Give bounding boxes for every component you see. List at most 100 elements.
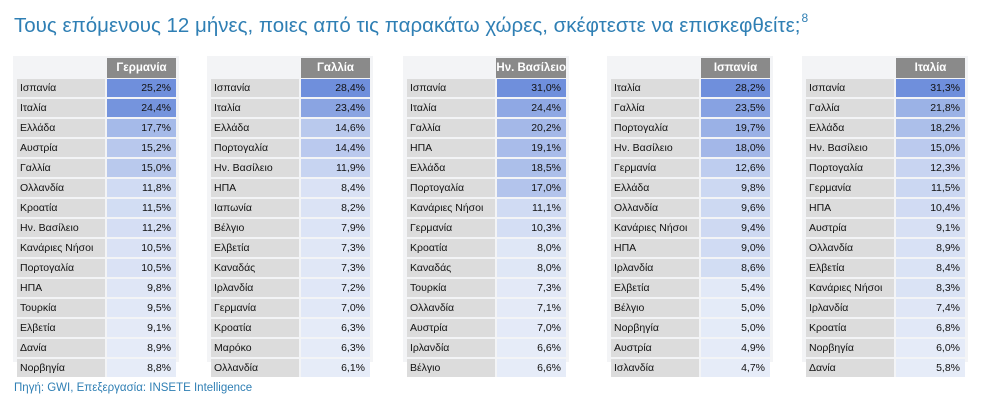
country-label: Πορτογαλία — [611, 119, 699, 137]
percentage-value: 7,1% — [495, 299, 566, 317]
table-row: Ισπανία 31,3% — [806, 78, 965, 97]
country-label: Δανία — [17, 339, 105, 357]
percentage-value: 11,9% — [299, 159, 370, 177]
country-label: Ην. Βασίλειο — [806, 139, 894, 157]
table-row: Βέλγιο 6,6% — [407, 357, 566, 377]
table-row: Ιρλανδία 7,4% — [806, 297, 965, 317]
percentage-value: 8,3% — [894, 279, 965, 297]
table-row: ΗΠΑ 10,4% — [806, 197, 965, 217]
table-row: Ελβετία 7,3% — [211, 237, 370, 257]
percentage-value: 7,0% — [299, 299, 370, 317]
percentage-value: 4,7% — [699, 359, 770, 377]
percentage-value: 5,0% — [699, 319, 770, 337]
origin-market-header: Γερμανία — [105, 58, 176, 78]
table-row: Ελβετία 8,4% — [806, 257, 965, 277]
table-header: Ισπανία — [611, 58, 770, 78]
table-row: Αυστρία 9,1% — [806, 217, 965, 237]
percentage-value: 17,7% — [105, 119, 176, 137]
percentage-value: 24,4% — [495, 99, 566, 117]
percentage-value: 5,0% — [699, 299, 770, 317]
origin-market-header: Ιταλία — [894, 58, 965, 78]
table-row: Ην. Βασίλειο 11,2% — [17, 217, 176, 237]
country-label: Αυστρία — [611, 339, 699, 357]
percentage-value: 10,5% — [105, 239, 176, 257]
percentage-value: 11,2% — [105, 219, 176, 237]
country-table: Γαλλία Ισπανία 28,4% Ιταλία 23,4% Ελλάδα 14,6%… — [207, 56, 373, 377]
origin-market-header: Γαλλία — [299, 58, 370, 78]
percentage-value: 5,8% — [894, 359, 965, 377]
percentage-value: 20,2% — [495, 119, 566, 137]
origin-market-header: Ισπανία — [699, 58, 770, 78]
table-row: Ολλανδία 11,8% — [17, 177, 176, 197]
table-row: Ιρλανδία 8,6% — [611, 257, 770, 277]
country-label: Ισπανία — [17, 79, 105, 97]
header-spacer — [211, 58, 299, 78]
country-label: Ην. Βασίλειο — [211, 159, 299, 177]
table-row: Καναδάς 8,0% — [407, 257, 566, 277]
table-row: Ισλανδία 4,7% — [611, 357, 770, 377]
country-label: Ελβετία — [611, 279, 699, 297]
country-label: Κροατία — [17, 199, 105, 217]
table-row: Βέλγιο 7,9% — [211, 217, 370, 237]
table-row: Δανία 5,8% — [806, 357, 965, 377]
country-label: Ισπανία — [211, 79, 299, 97]
country-label: ΗΠΑ — [407, 139, 495, 157]
table-row: Αυστρία 7,0% — [407, 317, 566, 337]
source-note: Πηγή: GWI, Επεξεργασία: INSETE Intellige… — [14, 382, 253, 394]
percentage-value: 25,2% — [105, 79, 176, 97]
table-row: Ελλάδα 18,2% — [806, 117, 965, 137]
country-label: Κανάριες Νήσοι — [611, 219, 699, 237]
percentage-value: 28,4% — [299, 79, 370, 97]
percentage-value: 7,2% — [299, 279, 370, 297]
percentage-value: 5,4% — [699, 279, 770, 297]
table-row: Ελβετία 5,4% — [611, 277, 770, 297]
country-label: ΗΠΑ — [211, 179, 299, 197]
country-label: Γαλλία — [611, 99, 699, 117]
page-title: Τους επόμενους 12 μήνες, ποιες από τις π… — [14, 2, 808, 38]
table-row: Ελλάδα 14,6% — [211, 117, 370, 137]
table-row: Κροατία 6,8% — [806, 317, 965, 337]
country-label: Κροατία — [806, 319, 894, 337]
country-label: Τουρκία — [17, 299, 105, 317]
percentage-value: 7,4% — [894, 299, 965, 317]
table-row: Γαλλία 21,8% — [806, 97, 965, 117]
table-row: Ιρλανδία 7,2% — [211, 277, 370, 297]
country-label: Ολλανδία — [17, 179, 105, 197]
country-label: Βέλγιο — [211, 219, 299, 237]
country-label: Γαλλία — [407, 119, 495, 137]
country-label: Ην. Βασίλειο — [611, 139, 699, 157]
table-row: Ιρλανδία 6,6% — [407, 337, 566, 357]
percentage-value: 12,3% — [894, 159, 965, 177]
country-label: Πορτογαλία — [211, 139, 299, 157]
percentage-value: 8,4% — [299, 179, 370, 197]
footnote-mark: 8 — [801, 11, 809, 25]
percentage-value: 12,6% — [699, 159, 770, 177]
table-row: ΗΠΑ 9,0% — [611, 237, 770, 257]
header-spacer — [407, 58, 494, 78]
country-label: Νορβηγία — [17, 359, 105, 377]
percentage-value: 7,3% — [299, 259, 370, 277]
country-label: Ολλανδία — [407, 299, 495, 317]
table-row: Ιταλία 24,4% — [407, 97, 566, 117]
country-label: Ελλάδα — [611, 179, 699, 197]
table-row: Αυστρία 15,2% — [17, 137, 176, 157]
percentage-value: 18,5% — [495, 159, 566, 177]
table-row: Ιταλία 24,4% — [17, 97, 176, 117]
table-row: Νορβηγία 8,8% — [17, 357, 176, 377]
percentage-value: 8,0% — [495, 259, 566, 277]
table-header: Γαλλία — [211, 58, 370, 78]
table-row: Ολλανδία 7,1% — [407, 297, 566, 317]
table-row: Ισπανία 31,0% — [407, 78, 566, 97]
country-label: Ιρλανδία — [806, 299, 894, 317]
percentage-value: 19,7% — [699, 119, 770, 137]
table-row: Νορβηγία 6,0% — [806, 337, 965, 357]
table-row: ΗΠΑ 19,1% — [407, 137, 566, 157]
percentage-value: 24,4% — [105, 99, 176, 117]
table-header: Ιταλία — [806, 58, 965, 78]
country-label: Γερμανία — [407, 219, 495, 237]
table-row: Βέλγιο 5,0% — [611, 297, 770, 317]
percentage-value: 10,3% — [495, 219, 566, 237]
percentage-value: 11,5% — [105, 199, 176, 217]
country-label: Αυστρία — [407, 319, 495, 337]
percentage-value: 6,1% — [299, 359, 370, 377]
